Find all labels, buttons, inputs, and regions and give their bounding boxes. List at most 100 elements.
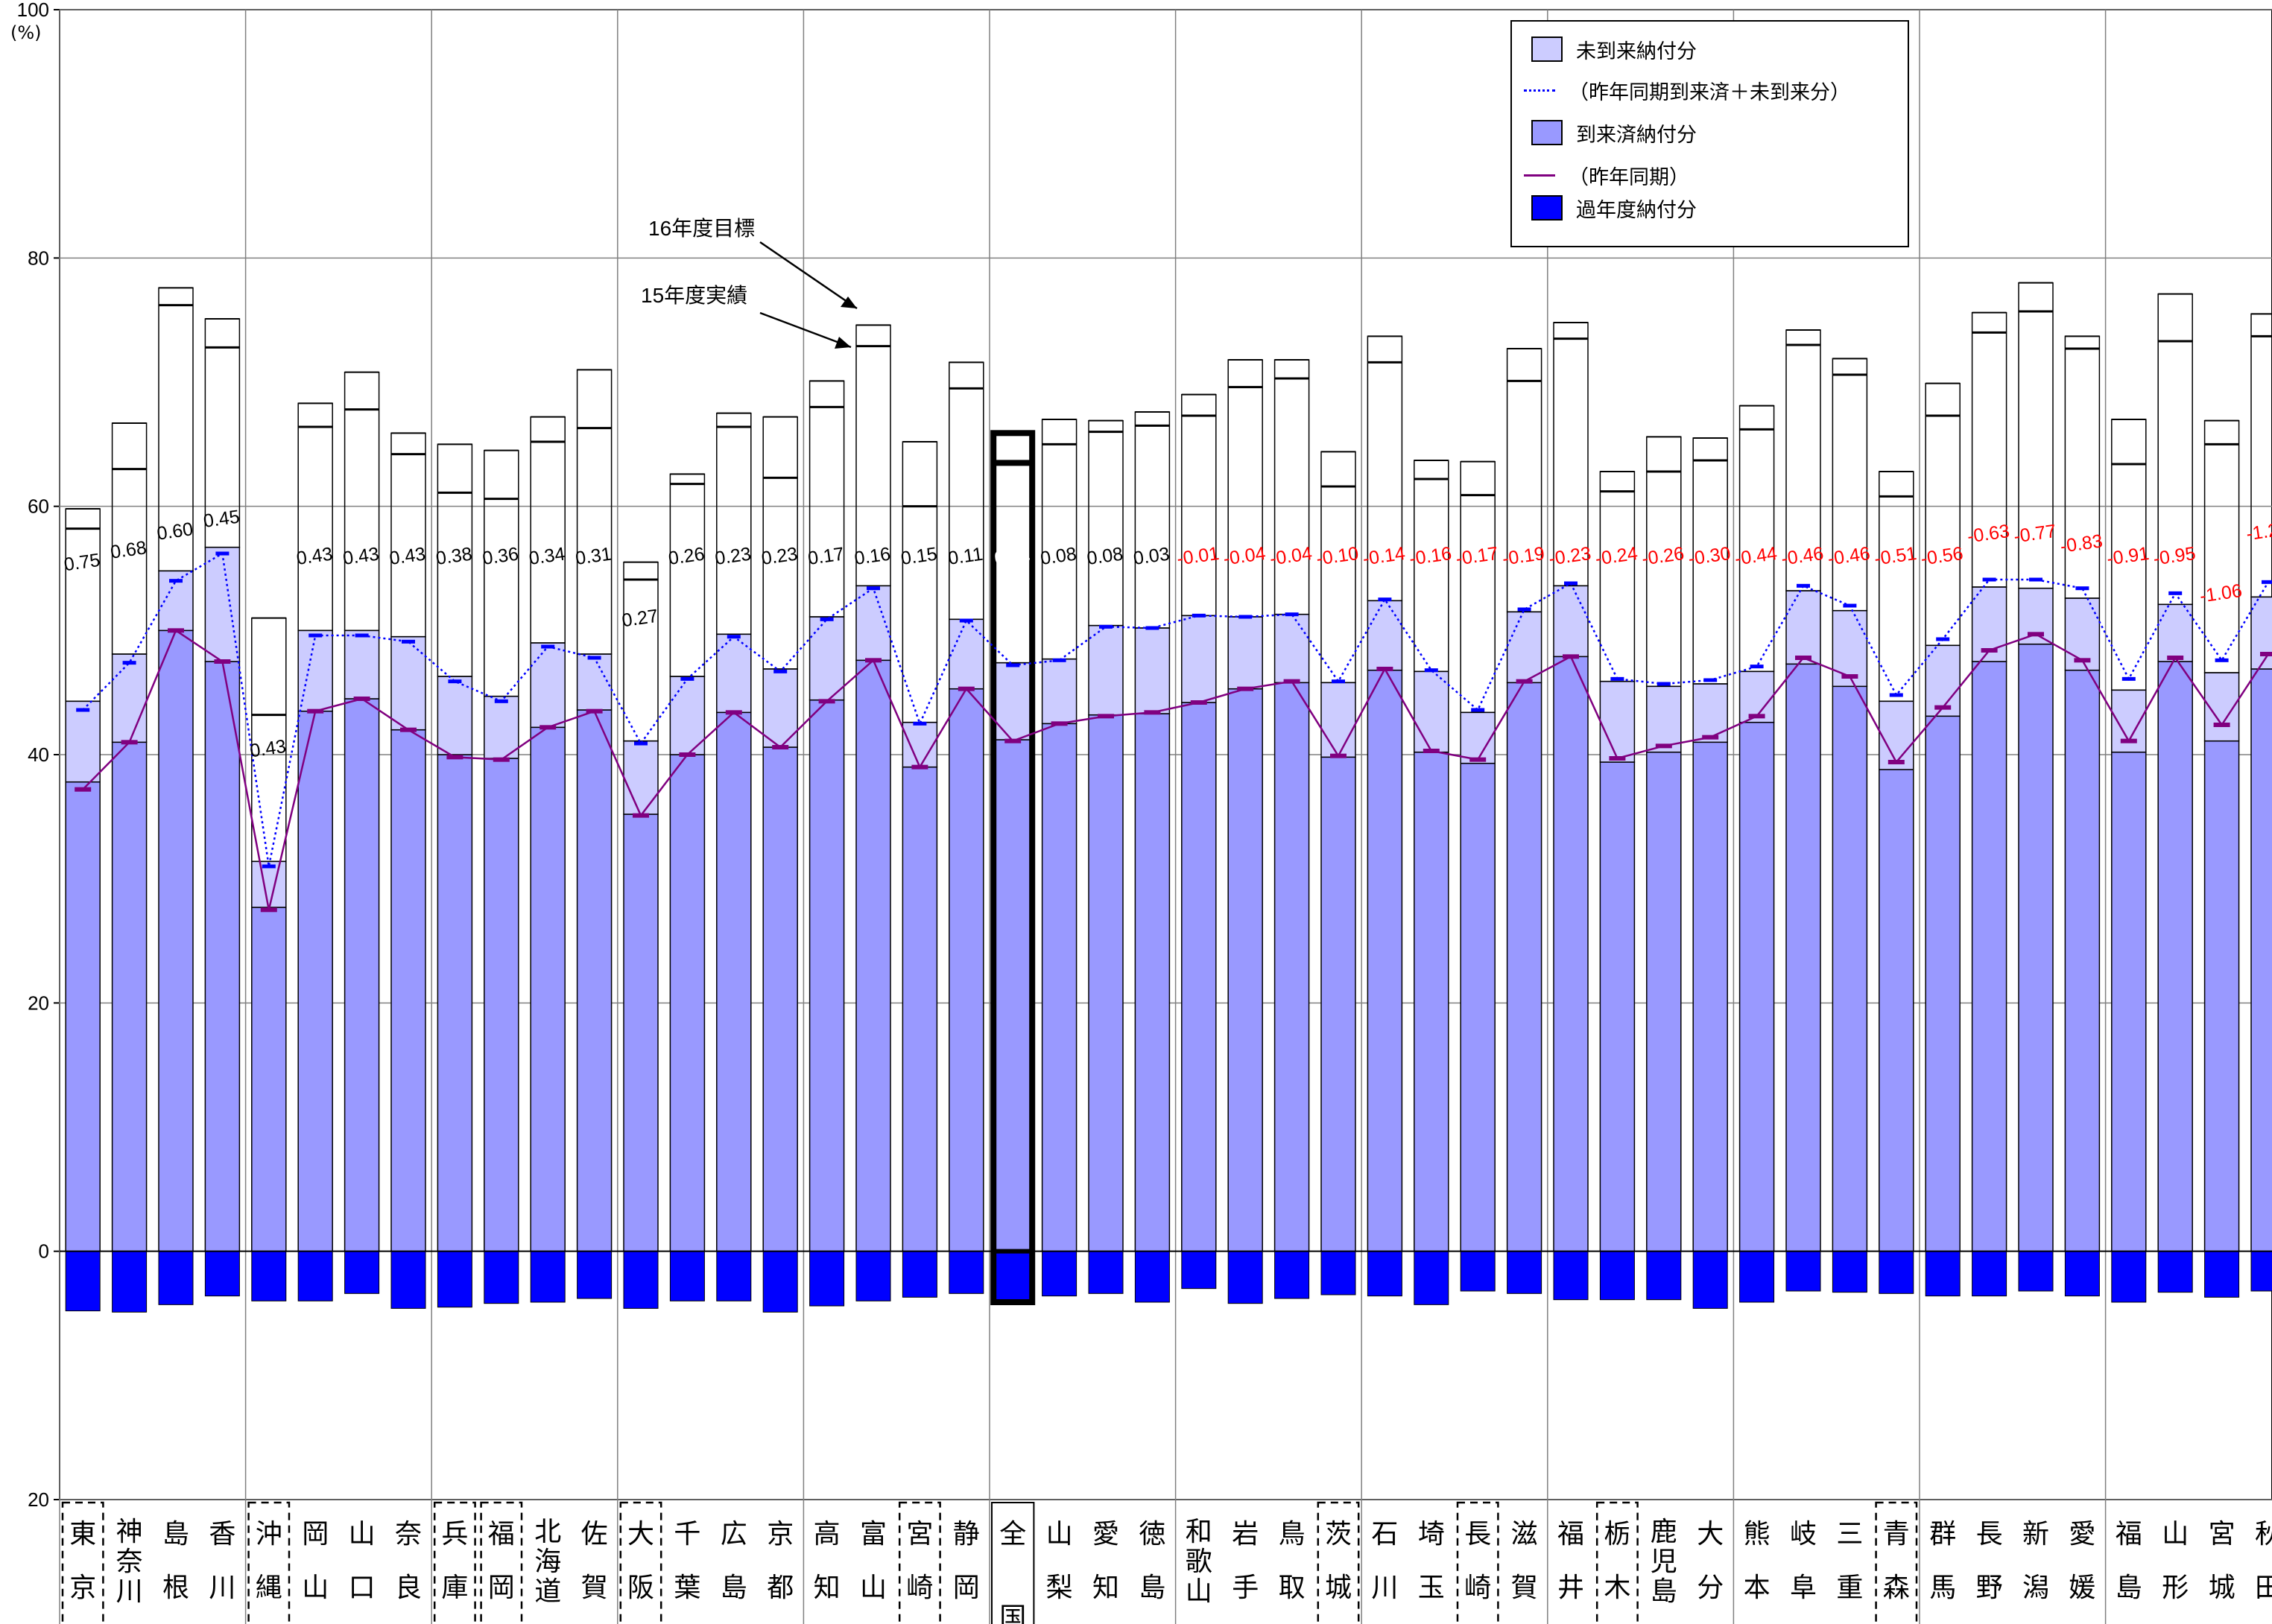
legend-item-prev-total: （昨年同期到来済＋未到来分） (1524, 74, 1850, 107)
bar-pending (297, 629, 333, 712)
legend-swatch-past-year (1531, 195, 1563, 221)
x-tick-label-char: 山 (349, 1519, 376, 1550)
point-prev-total (1332, 679, 1345, 684)
bar-arrived (1506, 682, 1542, 1252)
bar-past-year (344, 1251, 380, 1294)
bar-group-34 (1646, 436, 1682, 1301)
bar-past-year (484, 1251, 519, 1304)
highlight-frame (990, 430, 1036, 1305)
bar-pending (1181, 615, 1217, 703)
point-prev-arrived (1934, 705, 1952, 710)
bar-past-year (2111, 1251, 2147, 1303)
x-tick-label-char: 知 (1092, 1573, 1119, 1603)
bar-past-year (902, 1251, 937, 1298)
bar-group-9 (484, 449, 519, 1304)
bar-past-year (297, 1251, 333, 1301)
bar-past-year (1227, 1251, 1263, 1304)
category-dashed-frame (619, 1501, 662, 1624)
point-prev-total (1424, 668, 1438, 673)
x-tick-label-char: 静 (953, 1519, 980, 1550)
bar-pending (576, 653, 613, 711)
bar-pending (251, 860, 287, 908)
line-prev-arrived (82, 629, 2270, 910)
bar-pending (1785, 590, 1821, 665)
point-prev-arrived (75, 787, 92, 792)
data-label-diff: 0.08 (1086, 543, 1124, 569)
bar-arrived (1832, 685, 1868, 1252)
data-label-diff: 0.60 (156, 518, 194, 545)
bar-group-46 (2203, 419, 2240, 1298)
annotation-arrow-16 (759, 241, 858, 310)
point-prev-total (1936, 637, 1950, 641)
x-tick-label-char: 城 (1325, 1573, 1352, 1603)
bar-pending (1320, 682, 1356, 758)
point-prev-total (587, 656, 601, 660)
point-prev-total (1982, 577, 1996, 582)
point-prev-total (1238, 615, 1253, 619)
x-tick-label-char: 森 (1883, 1573, 1910, 1603)
bar-group-11 (576, 369, 613, 1299)
point-prev-arrived (1423, 749, 1440, 753)
x-tick-label-char: 阜 (1790, 1573, 1817, 1603)
x-tick-label-char: 愛 (1092, 1519, 1119, 1550)
point-prev-total (1750, 664, 1764, 669)
x-tick-label-char: 福 (2116, 1519, 2142, 1550)
point-prev-arrived (1795, 656, 1811, 660)
x-tick-label-char: 島 (2116, 1573, 2142, 1603)
bar-arrived (1414, 751, 1449, 1252)
bar-arrived (1041, 723, 1078, 1252)
x-tick-label-char: 取 (1279, 1573, 1306, 1603)
bar-past-year (1785, 1251, 1821, 1292)
point-prev-total (169, 579, 183, 583)
point-prev-total (122, 661, 136, 665)
x-tick-label-char: 埼 (1418, 1519, 1445, 1550)
bar-pending (1367, 600, 1403, 671)
data-label-diff: 0.34 (528, 543, 566, 569)
bar-group-33 (1599, 471, 1636, 1301)
x-tick-label-char: 全 (999, 1519, 1026, 1550)
point-prev-arrived (679, 752, 696, 757)
x-tick-label-char: 長 (1464, 1519, 1491, 1550)
point-prev-total (1564, 581, 1578, 586)
bar-arrived (1227, 688, 1263, 1252)
category-dashed-frame (1456, 1501, 1499, 1624)
x-tick-label-char: 歌 (1186, 1547, 1212, 1577)
data-label-diff: 0.31 (574, 543, 613, 569)
chart-legend: 未到来納付分 （昨年同期到来済＋未到来分） 到来済納付分 （昨年同期） 過年度納… (1510, 20, 1909, 247)
data-label-diff: 0.45 (202, 506, 241, 532)
bar-group-1 (111, 422, 148, 1313)
category-dashed-frame (1875, 1501, 1918, 1624)
bar-group-13 (669, 473, 706, 1301)
bar-arrived (1460, 762, 1496, 1252)
data-label-diff: 0.11 (947, 544, 984, 569)
point-prev-total (959, 618, 973, 623)
line-prev-total (82, 551, 2270, 867)
bar-past-year (1042, 1251, 1078, 1297)
bar-past-year (2018, 1251, 2054, 1292)
annotation-target-16: 16年度目標 (648, 217, 755, 240)
point-prev-arrived (2074, 658, 2091, 663)
bar-past-year (1832, 1251, 1867, 1293)
point-prev-total (1610, 676, 1624, 681)
point-prev-total (2262, 580, 2272, 584)
legend-item-arrived: 到来済納付分 (1531, 116, 1697, 149)
bar-arrived (623, 813, 659, 1252)
x-tick-label-char: 井 (1557, 1573, 1584, 1603)
x-tick-label-char: 山 (302, 1573, 329, 1603)
bar-arrived (1320, 756, 1356, 1252)
bar-pending (949, 618, 984, 690)
bar-arrived (390, 729, 426, 1252)
bar-past-year (530, 1251, 566, 1303)
x-tick-label-char: 東 (69, 1519, 96, 1550)
data-label-diff: 0.08 (1039, 543, 1078, 569)
point-prev-arrived (1981, 648, 1998, 653)
bar-group-14 (716, 412, 752, 1301)
category-dashed-frame (61, 1501, 104, 1624)
point-prev-arrived (2260, 652, 2272, 656)
point-prev-arrived (2120, 738, 2137, 743)
bar-arrived (576, 709, 613, 1252)
point-prev-arrived (353, 697, 370, 701)
x-tick-label-char: 大 (627, 1519, 654, 1550)
bar-arrived (2018, 643, 2054, 1252)
bar-group-0 (65, 508, 101, 1312)
